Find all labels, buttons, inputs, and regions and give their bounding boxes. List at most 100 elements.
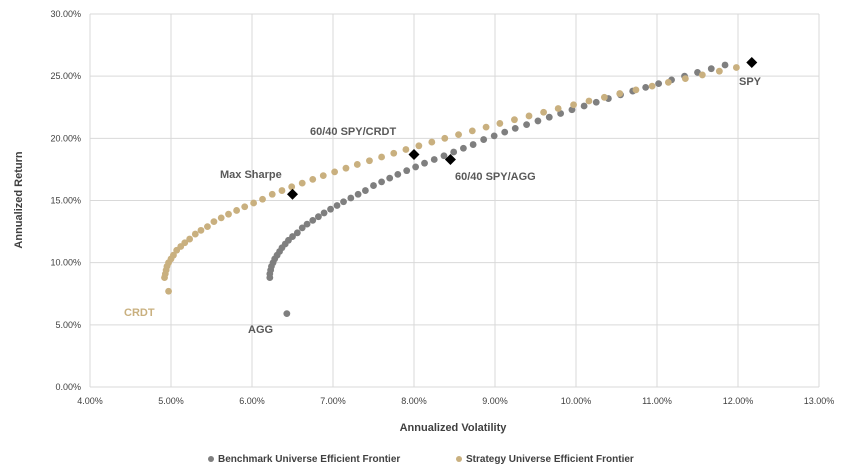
x-tick-label: 13.00% — [804, 396, 835, 406]
data-point — [441, 134, 449, 142]
y-tick-label: 15.00% — [50, 196, 81, 206]
y-axis-ticks: 0.00% 5.00% 10.00% 15.00% 20.00% 25.00% 30.00% — [50, 9, 81, 392]
data-point — [715, 67, 723, 75]
series-layer — [161, 61, 740, 318]
data-point — [390, 149, 398, 157]
data-point — [592, 98, 600, 106]
data-point — [353, 161, 361, 168]
data-point — [319, 172, 327, 180]
data-point — [342, 164, 350, 172]
data-point — [378, 178, 385, 186]
series-1 — [161, 64, 740, 295]
highlight-layer — [287, 56, 758, 200]
data-point — [721, 61, 729, 69]
data-point — [210, 218, 218, 226]
data-point — [289, 233, 296, 240]
data-point — [570, 101, 577, 109]
data-point — [632, 86, 640, 94]
legend: Benchmark Universe Efficient Frontier St… — [208, 454, 634, 465]
annotation-max-sharpe: Max Sharpe — [220, 169, 282, 181]
highlight-point-marker — [408, 148, 420, 160]
data-point — [440, 152, 448, 160]
y-tick-label: 10.00% — [50, 258, 81, 268]
data-point — [186, 235, 194, 243]
data-point — [545, 113, 553, 121]
data-point — [469, 141, 477, 148]
data-point — [490, 132, 498, 140]
data-point — [331, 168, 339, 176]
grid-lines — [89, 13, 820, 388]
data-point — [496, 120, 504, 127]
data-point — [580, 102, 588, 110]
data-point — [354, 190, 362, 198]
data-point — [278, 187, 286, 194]
data-point — [378, 153, 385, 161]
data-point — [217, 214, 225, 222]
y-tick-label: 30.00% — [50, 9, 81, 19]
data-point — [482, 123, 490, 131]
legend-marker-strategy — [456, 456, 462, 462]
data-point — [480, 136, 488, 143]
highlight-point-marker — [746, 56, 758, 68]
data-point — [233, 207, 241, 214]
series-0 — [266, 61, 729, 281]
x-tick-label: 6.00% — [239, 396, 265, 406]
data-point — [165, 287, 172, 295]
y-tick-label: 20.00% — [50, 133, 81, 143]
data-point — [707, 65, 715, 73]
y-tick-label: 25.00% — [50, 71, 81, 81]
data-point — [170, 251, 177, 259]
data-point — [460, 144, 467, 152]
x-tick-label: 5.00% — [158, 396, 184, 406]
data-point — [309, 175, 317, 183]
data-point — [320, 209, 328, 217]
data-point — [191, 230, 199, 238]
data-point — [415, 142, 423, 150]
annotation-crdt: CRDT — [124, 307, 155, 319]
data-point — [366, 157, 373, 165]
data-point — [327, 205, 334, 213]
data-point — [241, 203, 249, 211]
x-tick-label: 9.00% — [482, 396, 508, 406]
data-point — [468, 127, 476, 135]
data-point — [648, 82, 656, 90]
data-point — [394, 170, 402, 178]
legend-label-strategy: Strategy Universe Efficient Frontier — [466, 454, 634, 465]
annotation-agg: AGG — [248, 324, 273, 336]
data-point — [732, 64, 740, 71]
data-point-agg — [283, 310, 291, 318]
y-axis-title: Annualized Return — [13, 151, 25, 248]
x-tick-label: 4.00% — [77, 396, 103, 406]
data-point — [421, 159, 428, 167]
data-point — [525, 112, 533, 120]
y-tick-label: 5.00% — [55, 320, 81, 330]
data-point — [362, 187, 369, 194]
data-point — [681, 75, 689, 83]
data-point — [298, 179, 306, 187]
x-tick-label: 12.00% — [723, 396, 754, 406]
data-point — [600, 93, 608, 101]
data-point — [309, 216, 317, 224]
data-point — [268, 190, 276, 198]
data-point — [303, 220, 311, 228]
annotation-60-40-spy-crdt: 60/40 SPY/CRDT — [310, 126, 396, 138]
data-point — [511, 124, 519, 132]
data-point — [534, 117, 542, 125]
data-point — [197, 226, 205, 234]
data-point — [402, 146, 410, 153]
data-point — [540, 108, 547, 116]
data-point — [347, 194, 355, 202]
data-point — [642, 83, 650, 91]
data-point — [333, 202, 341, 209]
data-point — [664, 78, 672, 86]
data-point — [225, 210, 232, 218]
data-point — [430, 156, 438, 163]
data-point — [554, 105, 562, 112]
data-point — [698, 71, 706, 79]
data-point — [428, 138, 436, 146]
x-axis-title: Annualized Volatility — [400, 422, 508, 434]
data-point — [403, 167, 411, 175]
data-point — [259, 195, 266, 203]
data-point — [412, 163, 420, 171]
